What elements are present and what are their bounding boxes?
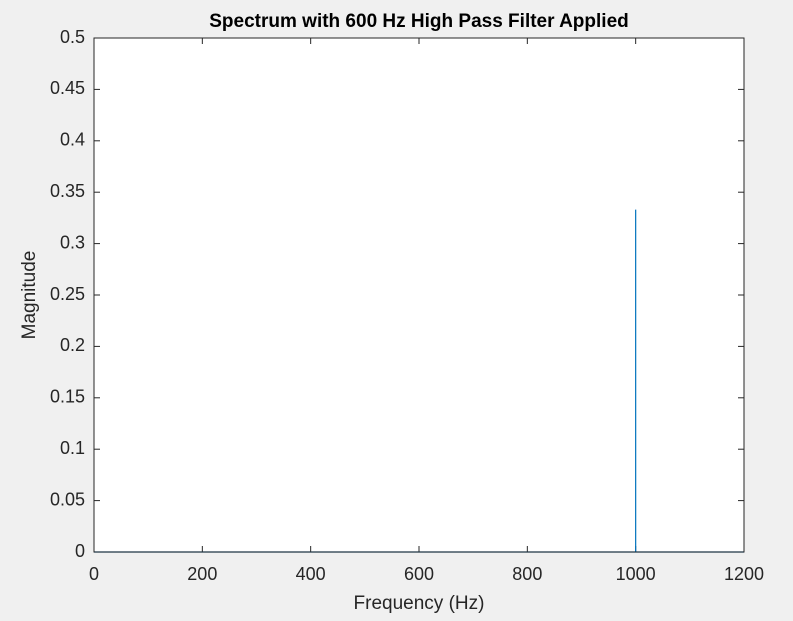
x-tick-label: 0 xyxy=(89,564,99,584)
x-tick-label: 1200 xyxy=(724,564,764,584)
x-axis-label: Frequency (Hz) xyxy=(354,593,485,614)
x-tick-label: 800 xyxy=(512,564,542,584)
y-tick-label: 0.05 xyxy=(50,489,85,509)
x-tick-label: 200 xyxy=(187,564,217,584)
y-tick-label: 0 xyxy=(75,541,85,561)
y-tick-label: 0.3 xyxy=(60,232,85,252)
y-tick-label: 0.4 xyxy=(60,130,85,150)
y-tick-label: 0.5 xyxy=(60,27,85,47)
x-tick-label: 1000 xyxy=(616,564,656,584)
chart-title: Spectrum with 600 Hz High Pass Filter Ap… xyxy=(209,11,629,32)
y-tick-label: 0.2 xyxy=(60,335,85,355)
y-tick-label: 0.45 xyxy=(50,78,85,98)
y-tick-label: 0.25 xyxy=(50,284,85,304)
x-tick-label: 600 xyxy=(404,564,434,584)
y-axis-label: Magnitude xyxy=(19,251,40,340)
x-tick-label: 400 xyxy=(296,564,326,584)
y-tick-label: 0.35 xyxy=(50,181,85,201)
plot-area xyxy=(94,38,744,552)
y-tick-label: 0.15 xyxy=(50,387,85,407)
y-tick-label: 0.1 xyxy=(60,438,85,458)
axes-box xyxy=(93,37,745,553)
